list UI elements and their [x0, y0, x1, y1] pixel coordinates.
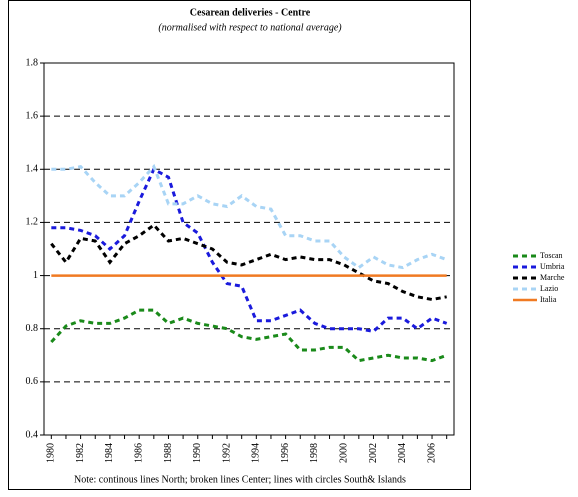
x-tick-label: 2000 [338, 443, 349, 463]
chart-frame [8, 0, 471, 490]
y-tick-label: 1.2 [26, 217, 39, 228]
series-line [50, 223, 447, 302]
legend-label: Umbria [540, 262, 565, 271]
note: Note: continous lines North; broken line… [74, 474, 406, 485]
chart-subtitle: (normalised with respect to national ave… [158, 22, 342, 33]
x-tick-label: 1992 [221, 443, 232, 463]
x-tick-label: 1994 [251, 443, 262, 463]
y-tick-label: 0.4 [26, 429, 39, 440]
y-tick-label: 1 [33, 270, 38, 281]
y-tick-label: 1.4 [26, 164, 39, 175]
y-tick-label: 1.8 [26, 57, 39, 68]
chart-title: Cesarean deliveries - Centre [190, 7, 311, 18]
x-tick-label: 1988 [163, 443, 174, 463]
x-tick-label: 1984 [104, 443, 115, 463]
y-tick-label: 0.6 [26, 376, 39, 387]
series-line [50, 308, 448, 363]
series-line [51, 163, 448, 270]
series-line [51, 167, 448, 333]
x-tick-label: 2006 [426, 443, 437, 463]
x-tick-label: 1990 [192, 443, 203, 463]
x-tick-label: 1986 [133, 443, 144, 463]
legend-label: Marche [540, 273, 565, 282]
x-tick-label: 2004 [397, 443, 408, 463]
plot-area [43, 62, 455, 436]
x-tick-label: 1996 [280, 443, 291, 463]
x-tick-label: 1998 [309, 443, 320, 463]
y-tick-label: 0.8 [26, 323, 39, 334]
x-tick-label: 1980 [46, 443, 57, 463]
legend-label: Italia [540, 295, 557, 304]
x-tick-label: 2002 [368, 443, 379, 463]
legend-label: Lazio [540, 284, 558, 293]
y-tick-label: 1.6 [26, 110, 39, 121]
x-tick-label: 1982 [75, 443, 86, 463]
legend-label: Toscan [540, 251, 563, 260]
